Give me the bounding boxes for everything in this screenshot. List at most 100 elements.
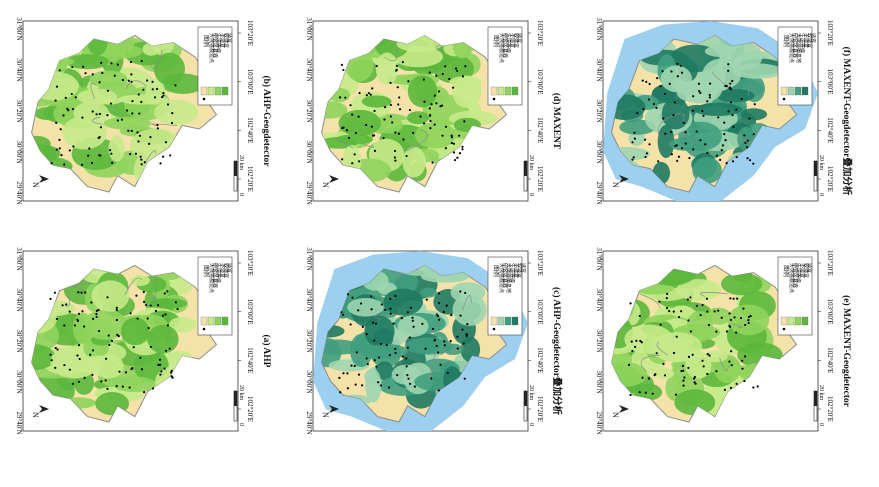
trace-point — [405, 365, 408, 368]
lat-tick-label: 31°00′N — [595, 247, 603, 270]
trace-point — [692, 95, 695, 98]
trace-point — [121, 385, 124, 388]
trace-point — [651, 392, 654, 395]
trace-point — [90, 301, 93, 304]
legend-swatch — [801, 86, 809, 96]
legend-item: 大熊猫栖息地 — [505, 263, 512, 293]
trace-point — [342, 372, 345, 375]
lat-tick-label: 31°00′N — [595, 17, 603, 40]
legend-swatch — [214, 86, 222, 96]
trace-point — [663, 374, 667, 377]
trace-point — [743, 355, 747, 358]
suitability-patch — [147, 324, 179, 354]
trace-point — [139, 155, 142, 158]
trace-point — [435, 344, 438, 348]
trace-point — [95, 315, 98, 319]
trace-point — [702, 114, 705, 117]
trace-point — [77, 291, 80, 294]
legend-item: 不适宜 — [512, 263, 519, 278]
trace-point — [405, 154, 408, 158]
trace-point — [642, 108, 645, 111]
trace-point — [397, 132, 401, 135]
trace-point — [106, 296, 109, 299]
trace-point — [149, 345, 153, 349]
trace-point — [155, 87, 159, 91]
lon-tick-label: 103°20′E — [536, 250, 544, 276]
trace-points — [338, 290, 469, 394]
map-body — [603, 21, 818, 201]
trace-point — [142, 88, 145, 91]
north-arrow-shape — [39, 175, 49, 183]
trace-point — [110, 339, 114, 342]
trace-point — [670, 130, 673, 134]
trace-point — [74, 96, 77, 99]
trace-point — [392, 322, 395, 325]
trace-point — [638, 391, 641, 394]
trace-point — [370, 125, 373, 128]
suitability-patch — [87, 35, 108, 56]
lat-tick-label: 29°40′N — [15, 181, 23, 204]
suitability-patch — [149, 298, 188, 309]
trace-point — [159, 162, 162, 165]
trace-point — [424, 347, 427, 350]
suitability-patch — [402, 146, 426, 178]
trace-point — [109, 102, 113, 105]
trace-point — [174, 301, 177, 304]
trace-point — [385, 343, 388, 347]
county-boundary — [656, 341, 669, 356]
trace-point — [715, 154, 718, 157]
suitability-patch — [65, 54, 109, 70]
trace-point — [101, 71, 104, 75]
trace-point — [674, 144, 677, 147]
trace-point — [91, 349, 95, 352]
county-boundary — [429, 349, 450, 380]
legend-item: 大熊猫痕迹点 — [498, 33, 505, 63]
trace-point — [430, 377, 433, 380]
trace-point — [431, 161, 434, 164]
lon-tick-label: 102°20′E — [536, 166, 544, 192]
trace-point — [433, 123, 436, 126]
county-boundary — [700, 292, 728, 297]
lon-tick-label: 103°00′E — [536, 299, 544, 325]
trace-point — [443, 340, 446, 343]
north-arrow-icon: N — [611, 175, 629, 188]
trace-point — [648, 143, 651, 146]
legend-swatch — [780, 86, 788, 96]
suitability-patch — [693, 103, 743, 117]
county-boundary — [639, 293, 661, 308]
trace-point — [704, 143, 707, 146]
trace-point — [383, 118, 386, 121]
trace-point — [672, 351, 676, 355]
scale-bar: 0 20 km — [233, 155, 244, 196]
trace-point — [111, 161, 114, 165]
suitability-patch — [676, 279, 722, 301]
trace-point — [357, 309, 360, 312]
trace-point — [729, 101, 733, 104]
panel-caption: (e) MAXENT-Geogdetector — [841, 295, 852, 408]
trace-point — [746, 139, 749, 142]
suitability-patch — [415, 121, 456, 149]
trace-point — [702, 365, 705, 368]
trace-point — [351, 162, 354, 165]
trace-point — [379, 384, 383, 387]
trace-point — [56, 348, 59, 351]
trace-point — [387, 386, 391, 389]
suitability-patch — [720, 272, 763, 296]
trace-point — [689, 330, 693, 333]
trace-point — [695, 304, 699, 307]
trace-point — [83, 325, 86, 328]
trace-point — [138, 112, 141, 115]
legend-item: 较适宜 — [516, 263, 523, 278]
legend-item: 大熊猫痕迹点 — [208, 33, 215, 63]
trace-point — [347, 136, 351, 139]
lon-tick-label: 102°20′E — [246, 396, 254, 422]
lat-tick-label: 30°00′N — [595, 370, 603, 393]
lon-tick-label: 103°20′E — [536, 20, 544, 46]
lat-tick-label: 31°00′N — [15, 17, 23, 40]
legend-item: 适宜 — [520, 263, 527, 273]
trace-point — [68, 368, 71, 371]
suitability-patch — [668, 137, 708, 151]
lat-tick-label: 30°20′N — [305, 99, 313, 122]
trace-point — [128, 386, 131, 389]
